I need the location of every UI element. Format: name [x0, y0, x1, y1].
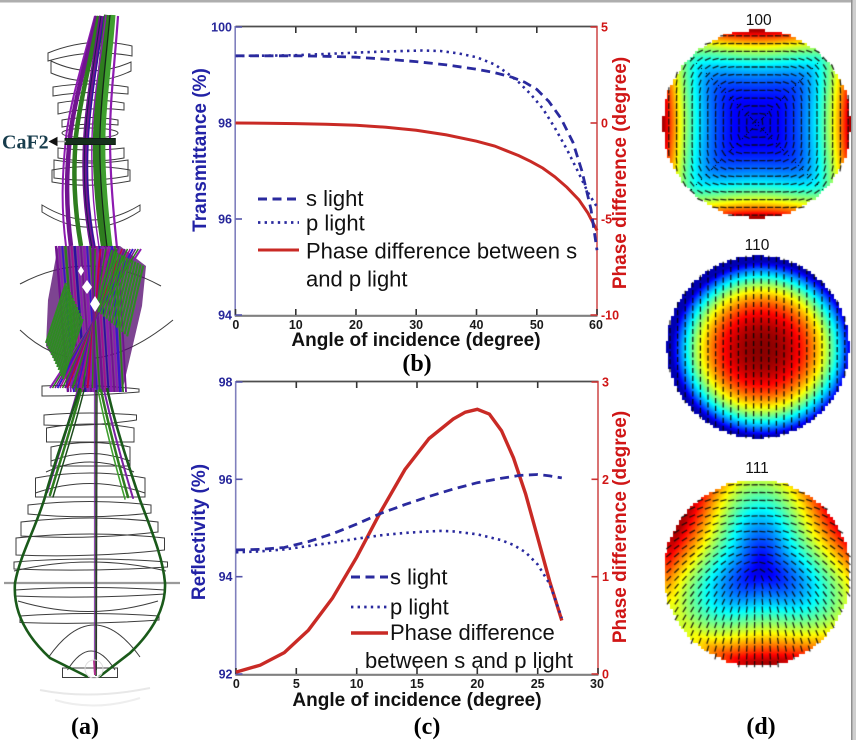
- svg-text:-5: -5: [601, 213, 612, 227]
- svg-text:Phase difference: Phase difference: [390, 620, 555, 645]
- svg-text:Transmittance (%): Transmittance (%): [190, 68, 211, 232]
- svg-text:s light: s light: [306, 186, 363, 211]
- svg-text:10: 10: [350, 677, 364, 691]
- svg-text:10: 10: [289, 318, 303, 332]
- svg-text:30: 30: [409, 318, 423, 332]
- svg-text:CaF2: CaF2: [2, 132, 49, 154]
- svg-text:3: 3: [602, 376, 609, 390]
- svg-text:5: 5: [293, 677, 300, 691]
- svg-text:Angle of incidence (degree): Angle of incidence (degree): [292, 690, 541, 711]
- svg-text:0: 0: [233, 677, 240, 691]
- svg-text:98: 98: [218, 117, 232, 131]
- svg-text:20: 20: [470, 677, 484, 691]
- svg-text:Phase difference between s: Phase difference between s: [306, 239, 577, 264]
- svg-text:0: 0: [602, 668, 609, 682]
- svg-text:Angle of incidence (degree): Angle of incidence (degree): [291, 330, 540, 351]
- svg-text:and p light: and p light: [306, 267, 408, 292]
- svg-text:15: 15: [410, 677, 424, 691]
- svg-text:1: 1: [602, 570, 609, 584]
- svg-text:20: 20: [349, 318, 363, 332]
- svg-text:30: 30: [590, 677, 604, 691]
- svg-text:Phase difference (degree): Phase difference (degree): [610, 411, 631, 643]
- svg-text:60: 60: [589, 318, 603, 332]
- svg-text:96: 96: [218, 213, 232, 227]
- svg-text:92: 92: [219, 668, 233, 682]
- svg-text:98: 98: [219, 376, 233, 390]
- svg-text:5: 5: [601, 21, 608, 35]
- svg-text:p light: p light: [306, 211, 365, 236]
- svg-text:Phase difference (degree): Phase difference (degree): [610, 57, 631, 289]
- svg-text:100: 100: [746, 12, 772, 29]
- svg-text:0: 0: [601, 117, 608, 131]
- svg-text:2: 2: [602, 473, 609, 487]
- svg-text:p light: p light: [390, 595, 449, 620]
- svg-text:0: 0: [232, 318, 239, 332]
- svg-text:(c): (c): [414, 714, 441, 740]
- svg-text:(b): (b): [402, 351, 431, 377]
- svg-text:s light: s light: [390, 565, 447, 590]
- svg-text:94: 94: [219, 570, 233, 584]
- svg-text:Reflectivity (%): Reflectivity (%): [189, 464, 210, 600]
- svg-text:25: 25: [531, 677, 545, 691]
- svg-text:96: 96: [219, 473, 233, 487]
- svg-text:50: 50: [530, 318, 544, 332]
- svg-text:40: 40: [470, 318, 484, 332]
- svg-text:between s and p light: between s and p light: [365, 648, 573, 673]
- svg-text:100: 100: [211, 21, 232, 35]
- svg-text:(d): (d): [746, 714, 775, 740]
- svg-text:(a): (a): [71, 714, 99, 740]
- svg-text:94: 94: [218, 309, 232, 323]
- svg-text:111: 111: [745, 460, 769, 477]
- svg-text:-10: -10: [601, 309, 619, 323]
- svg-text:110: 110: [745, 237, 770, 254]
